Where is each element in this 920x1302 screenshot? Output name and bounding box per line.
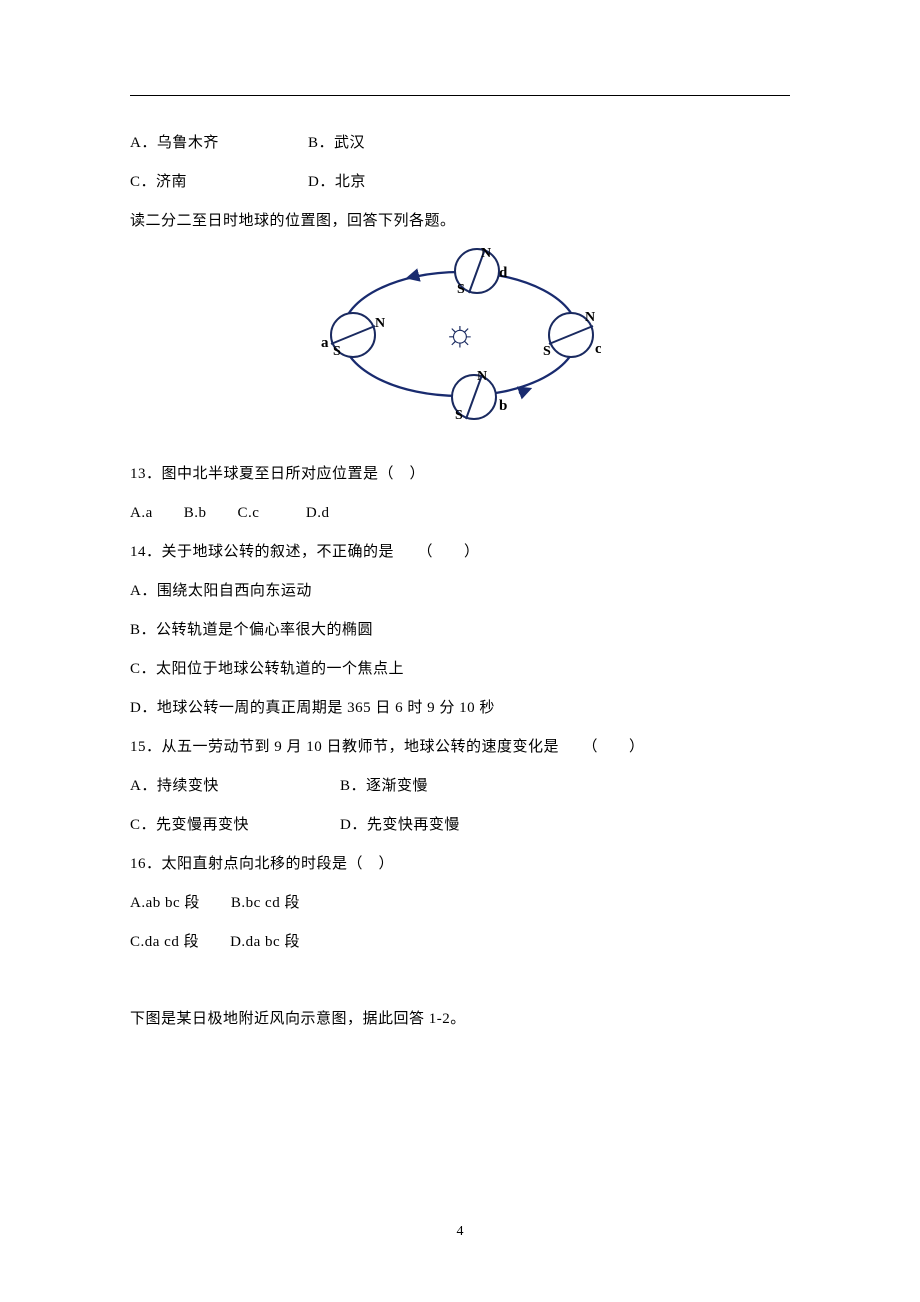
arrow-bottom [519, 390, 527, 393]
q15-row1: A．持续变快 B．逐渐变慢 [130, 767, 790, 806]
label-N-d: N [481, 247, 491, 261]
intro2-text: 下图是某日极地附近风向示意图，据此回答 1-2。 [130, 1000, 790, 1039]
q14-optC: C．太阳位于地球公转轨道的一个焦点上 [130, 650, 790, 689]
q14-optA: A．围绕太阳自西向东运动 [130, 572, 790, 611]
q15-stem: 15．从五一劳动节到 9 月 10 日教师节，地球公转的速度变化是 （ ） [130, 728, 790, 767]
label-S-c: S [543, 344, 551, 359]
label-b: b [499, 398, 507, 414]
prev-opt-d: D．北京 [308, 163, 366, 202]
label-N-c: N [585, 310, 595, 325]
label-a: a [321, 335, 329, 351]
label-S-b: S [455, 408, 463, 421]
earth-d: N S d [455, 247, 508, 297]
prev-question-row-2: C．济南 D．北京 [130, 163, 790, 202]
orbit-diagram: ☼ N S a N S b N S [319, 247, 601, 421]
q16-stem: 16．太阳直射点向北移的时段是（ ） [130, 845, 790, 884]
orbit-diagram-wrap: ☼ N S a N S b N S [130, 247, 790, 421]
q15-optB: B．逐渐变慢 [340, 767, 428, 806]
label-N-b: N [477, 369, 487, 384]
q13-stem: 13．图中北半球夏至日所对应位置是（ ） [130, 455, 790, 494]
earth-b: N S b [452, 369, 507, 421]
q15-optA: A．持续变快 [130, 767, 340, 806]
sun-icon: ☼ [444, 313, 477, 353]
spacer [130, 427, 790, 455]
label-d: d [499, 265, 508, 281]
prev-opt-b: B．武汉 [308, 124, 365, 163]
label-S-d: S [457, 282, 465, 297]
q15-row2: C．先变慢再变快 D．先变快再变慢 [130, 806, 790, 845]
earth-a: N S a [321, 313, 385, 359]
label-S-a: S [333, 344, 341, 359]
spacer-2 [130, 962, 790, 1000]
q16-optsAB: A.ab bc 段 B.bc cd 段 [130, 884, 790, 923]
header-rule [130, 95, 790, 96]
q15-optD: D．先变快再变慢 [340, 806, 460, 845]
intro-text: 读二分二至日时地球的位置图，回答下列各题。 [130, 202, 790, 241]
page-number: 4 [0, 1224, 920, 1240]
prev-opt-c: C．济南 [130, 163, 308, 202]
q16-optsCD: C.da cd 段 D.da bc 段 [130, 923, 790, 962]
earth-c: N S c [543, 310, 601, 359]
q15-optC: C．先变慢再变快 [130, 806, 340, 845]
q14-optD: D．地球公转一周的真正周期是 365 日 6 时 9 分 10 秒 [130, 689, 790, 728]
prev-opt-a: A．乌鲁木齐 [130, 124, 308, 163]
label-N-a: N [375, 316, 385, 331]
q14-optB: B．公转轨道是个偏心率很大的椭圆 [130, 611, 790, 650]
prev-question-row-1: A．乌鲁木齐 B．武汉 [130, 124, 790, 163]
label-c: c [595, 341, 601, 357]
q14-stem: 14．关于地球公转的叙述，不正确的是 （ ） [130, 533, 790, 572]
q13-opts: A.a B.b C.c D.d [130, 494, 790, 533]
